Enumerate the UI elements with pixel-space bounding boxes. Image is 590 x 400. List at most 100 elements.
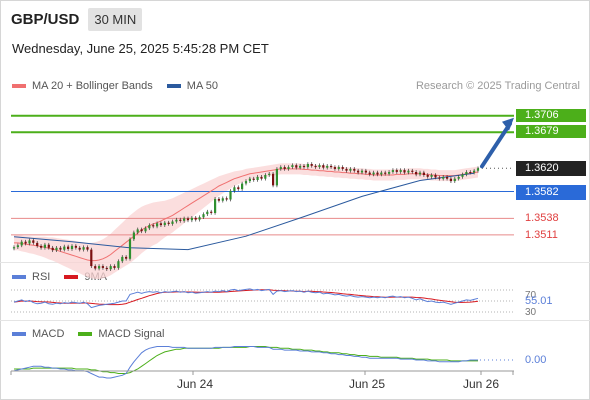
candle-body	[302, 165, 306, 168]
candle-body	[70, 245, 74, 249]
candle-body	[214, 198, 217, 213]
candle-body	[159, 223, 162, 226]
candle-body	[210, 211, 213, 213]
ma20-label: MA 20 + Bollinger Bands	[32, 80, 153, 92]
credit-text: Research © 2025 Trading Central	[415, 80, 580, 92]
candle-body	[202, 214, 205, 218]
candle-body	[476, 168, 480, 171]
forecast-arrowhead	[502, 117, 514, 131]
candle-body	[40, 245, 43, 248]
candle-body	[28, 240, 31, 244]
candle-body	[113, 266, 116, 268]
candle-body	[105, 267, 108, 270]
candle-body	[175, 219, 178, 222]
candle-body	[194, 217, 197, 220]
candle-body	[318, 165, 321, 167]
timeframe-badge[interactable]: 30 MIN	[88, 7, 143, 31]
candle-body	[310, 164, 313, 166]
candle-body	[47, 244, 50, 248]
rsi-line	[13, 288, 479, 309]
macd-line	[13, 346, 478, 379]
candle-body	[32, 240, 35, 243]
candle-body	[12, 247, 16, 249]
candle-body	[326, 165, 329, 168]
candle-body	[43, 244, 46, 248]
price-tag-1.3620: 1.3620	[516, 161, 586, 177]
candle-body	[322, 165, 325, 168]
ma20-swatch	[12, 84, 26, 88]
candle-body	[248, 178, 251, 182]
candle-body	[403, 170, 406, 173]
candle-body	[109, 266, 112, 270]
candle-body	[333, 167, 336, 169]
candle-body	[237, 187, 240, 190]
rsi-tick-30: 30	[525, 307, 537, 318]
legend-macd: MACD	[12, 328, 64, 340]
candle-body	[353, 168, 356, 171]
candle-body	[453, 178, 456, 182]
ma50-label: MA 50	[186, 80, 218, 92]
candle-body	[198, 217, 201, 220]
macd-signal-label: MACD Signal	[98, 328, 165, 340]
macd-label: MACD	[32, 328, 65, 340]
rsi-swatch	[12, 275, 26, 279]
candle-body	[438, 177, 441, 179]
candle-body	[434, 175, 437, 178]
candle-body	[63, 246, 66, 250]
candle-body	[411, 170, 414, 172]
candle-body	[264, 175, 267, 179]
candle-body	[252, 178, 255, 180]
candle-body	[376, 172, 379, 175]
candle-body	[415, 172, 418, 175]
candle-body	[272, 173, 275, 186]
price-tag-1.3511: 1.3511	[525, 228, 558, 241]
rsi-label: RSI	[32, 271, 51, 283]
candle-body	[74, 245, 77, 248]
price-legend: MA 20 + Bollinger Bands MA 50	[12, 80, 232, 92]
candle-body	[337, 167, 340, 169]
candle-body	[121, 256, 124, 262]
candle-body	[399, 170, 402, 172]
forecast-arrow-shaft	[480, 121, 512, 169]
candle-body	[283, 167, 286, 169]
candle-body	[90, 249, 93, 267]
candle-body	[36, 242, 39, 246]
x-tick-jun24: Jun 24	[177, 377, 214, 391]
candle-body	[148, 225, 151, 229]
macd-signal-swatch	[78, 332, 93, 336]
candle-body	[206, 211, 209, 215]
candle-body	[51, 247, 54, 251]
datetime-label: Wednesday, June 25, 2025 5:45:28 PM CET	[12, 41, 269, 56]
symbol-title: GBP/USD	[11, 10, 80, 28]
candle-body	[67, 246, 70, 249]
candle-body	[86, 247, 89, 250]
candle-body	[430, 175, 433, 177]
candle-body	[101, 266, 104, 268]
candle-body	[140, 229, 143, 232]
candle-body	[469, 172, 472, 173]
price-tag-1.3538: 1.3538	[525, 212, 559, 225]
candle-body	[136, 229, 139, 233]
candle-body	[388, 172, 391, 174]
candle-body	[395, 170, 398, 172]
candle-body	[442, 176, 445, 179]
candle-body	[190, 217, 193, 221]
candle-body	[167, 222, 170, 224]
candle-body	[465, 172, 468, 175]
candle-body	[152, 225, 155, 227]
candle-body	[94, 266, 97, 269]
rsi-last-value: 55.01	[525, 295, 553, 307]
candle-body	[229, 190, 232, 200]
candle-body	[156, 223, 159, 227]
candle-body	[275, 168, 278, 186]
candle-body	[422, 172, 425, 175]
candle-body	[364, 170, 367, 173]
ma50-line	[13, 172, 475, 251]
candle-body	[457, 176, 460, 179]
macd-swatch	[12, 332, 26, 336]
candle-body	[241, 183, 244, 190]
candle-body	[473, 170, 476, 173]
price-tag-1.3582: 1.3582	[516, 184, 586, 200]
macd-legend: MACD MACD Signal	[12, 328, 178, 340]
candle-body	[225, 198, 228, 200]
